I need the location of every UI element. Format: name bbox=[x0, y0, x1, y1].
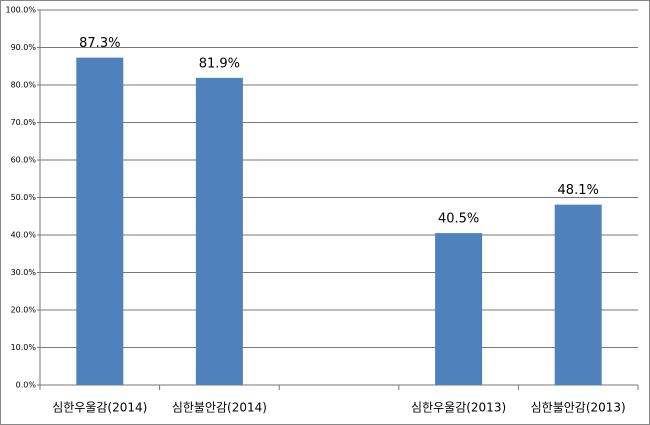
value-label: 81.9% bbox=[199, 56, 240, 71]
y-tick-label: 80.0% bbox=[11, 81, 37, 90]
y-tick-label: 50.0% bbox=[11, 193, 37, 202]
x-tick-label: 심한불안감(2013) bbox=[531, 401, 626, 415]
bar bbox=[76, 57, 124, 385]
y-tick-label: 40.0% bbox=[11, 231, 37, 240]
value-label: 48.1% bbox=[558, 183, 599, 198]
y-tick-label: 10.0% bbox=[11, 343, 37, 352]
bar bbox=[554, 204, 602, 385]
x-tick-label: 심한불안감(2014) bbox=[172, 401, 267, 415]
x-tick-label: 심한우울감(2013) bbox=[411, 401, 506, 415]
bar bbox=[195, 77, 243, 385]
value-label: 40.5% bbox=[438, 212, 479, 227]
y-tick-label: 0.0% bbox=[16, 381, 37, 390]
y-tick-label: 90.0% bbox=[11, 43, 37, 52]
y-tick-label: 20.0% bbox=[11, 306, 37, 315]
x-tick-label: 심한우울감(2014) bbox=[52, 401, 147, 415]
y-tick-label: 100.0% bbox=[5, 6, 36, 15]
y-tick-label: 60.0% bbox=[11, 156, 37, 165]
bar bbox=[435, 233, 483, 385]
value-label: 87.3% bbox=[79, 36, 120, 51]
y-tick-label: 70.0% bbox=[11, 118, 37, 127]
y-tick-label: 30.0% bbox=[11, 268, 37, 277]
